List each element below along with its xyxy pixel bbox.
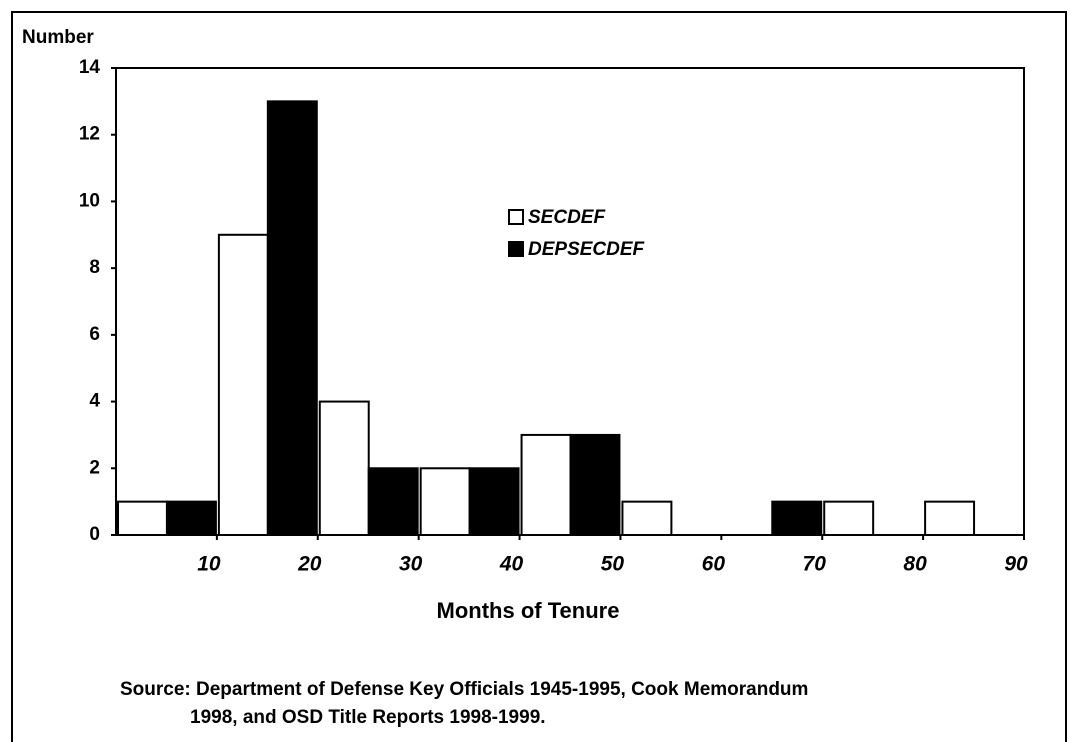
y-tick-label: 12 bbox=[79, 124, 100, 145]
bar bbox=[367, 467, 419, 536]
y-tick-label: 2 bbox=[89, 457, 100, 478]
y-tick-label: 6 bbox=[89, 324, 100, 345]
bar bbox=[419, 467, 471, 536]
x-tick-label: 10 bbox=[197, 553, 221, 576]
y-tick-label: 0 bbox=[89, 524, 100, 545]
x-tick-label: 60 bbox=[702, 553, 726, 576]
bar bbox=[569, 433, 621, 536]
x-tick-label: 90 bbox=[1004, 553, 1028, 576]
bar bbox=[771, 500, 823, 536]
legend-swatch bbox=[508, 209, 524, 225]
bar bbox=[217, 233, 269, 537]
bar bbox=[468, 467, 520, 536]
x-tick-label: 30 bbox=[399, 553, 423, 576]
bar bbox=[924, 500, 976, 536]
source-line: Source: Department of Defense Key Offici… bbox=[120, 679, 808, 700]
bar bbox=[165, 500, 217, 536]
source-line: 1998, and OSD Title Reports 1998-1999. bbox=[190, 707, 546, 728]
bar bbox=[823, 500, 875, 536]
y-tick-label: 10 bbox=[79, 190, 100, 211]
plot-frame bbox=[115, 67, 1025, 536]
x-tick-label: 80 bbox=[903, 553, 927, 576]
x-tick-label: 40 bbox=[499, 553, 524, 576]
legend-swatch bbox=[508, 241, 524, 257]
bar bbox=[266, 100, 318, 536]
y-axis-title: Number bbox=[22, 27, 94, 48]
bar bbox=[520, 433, 572, 536]
bar bbox=[621, 500, 673, 536]
bar bbox=[318, 400, 370, 537]
frame bbox=[11, 11, 1067, 742]
y-tick-label: 8 bbox=[89, 257, 100, 278]
legend-label: DEPSECDEF bbox=[528, 239, 646, 260]
x-axis-title: Months of Tenure bbox=[437, 598, 620, 623]
y-tick-label: 4 bbox=[89, 391, 100, 412]
y-tick-label: 14 bbox=[79, 57, 101, 78]
x-tick-label: 20 bbox=[297, 553, 322, 576]
x-tick-label: 50 bbox=[601, 553, 625, 576]
legend-label: SECDEF bbox=[528, 207, 606, 228]
bar bbox=[117, 500, 168, 536]
x-tick-label: 70 bbox=[803, 553, 827, 576]
